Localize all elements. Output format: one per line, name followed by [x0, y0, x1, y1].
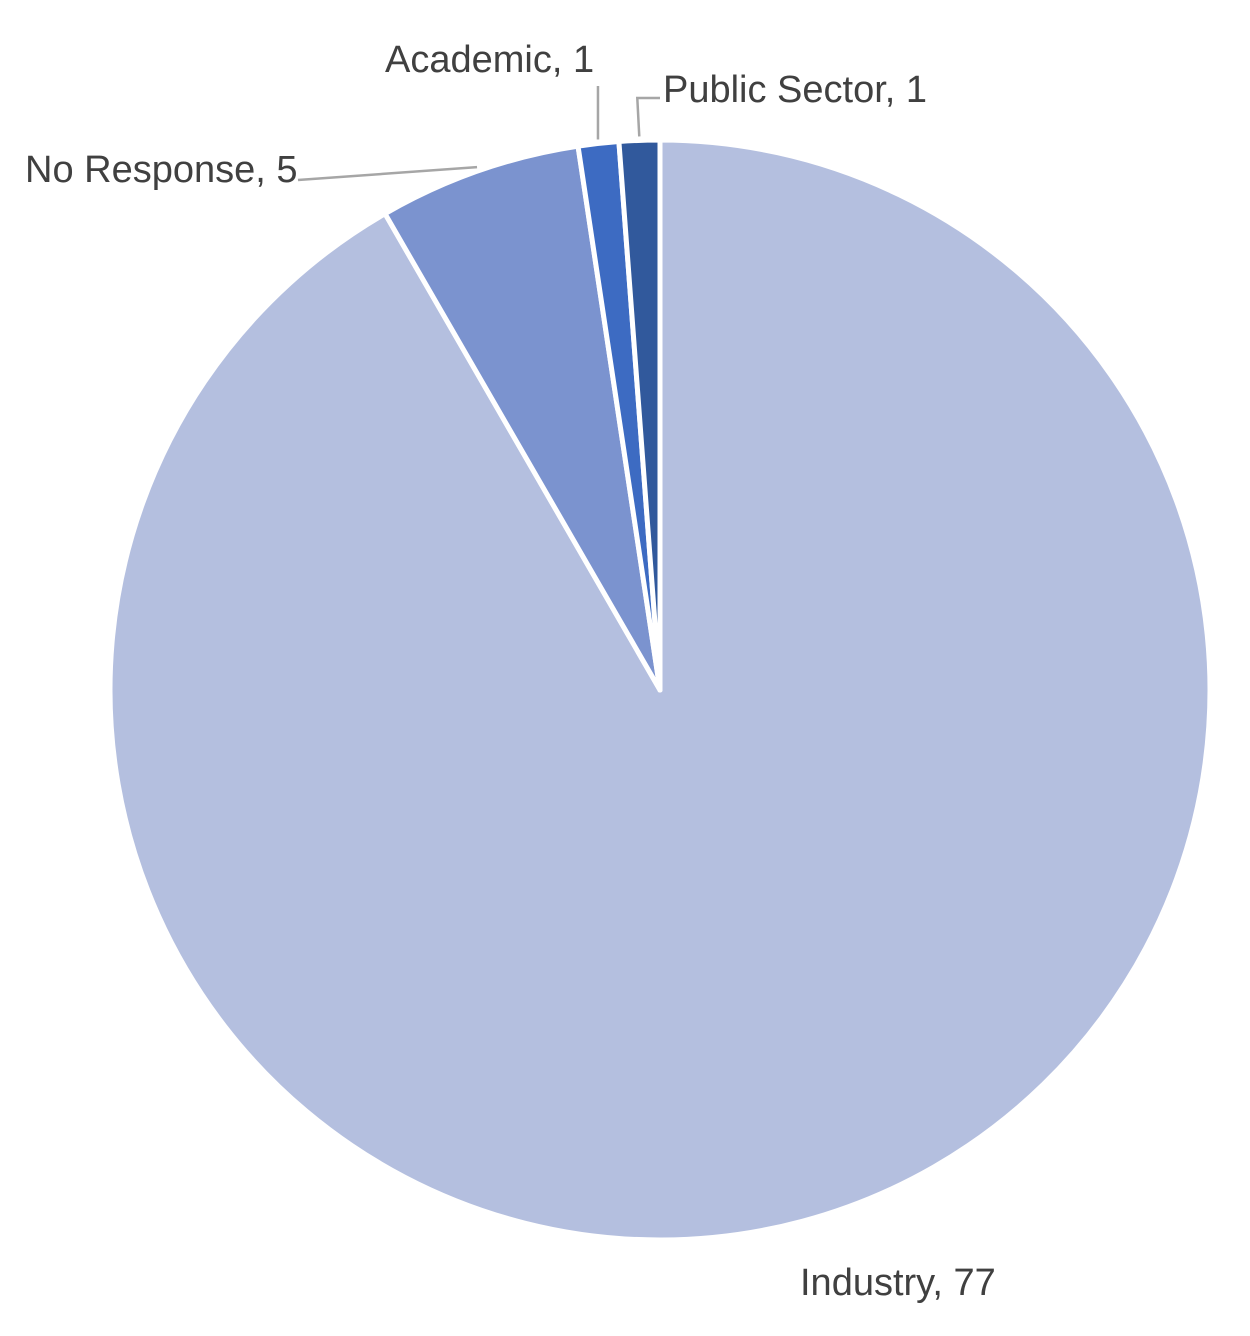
pie-slices — [107, 137, 1213, 1243]
pie-slice-public-sector — [616, 137, 663, 693]
data-label-academic: Academic, 1 — [385, 39, 594, 81]
data-label-no-response: No Response, 5 — [25, 149, 298, 191]
data-label-industry: Industry, 77 — [800, 1262, 996, 1304]
data-label-public-sector: Public Sector, 1 — [663, 69, 927, 111]
pie-slice-no-response — [382, 143, 663, 693]
leader-lines — [297, 86, 660, 182]
data-labels: Industry, 77 No Response, 5 Academic, 1 … — [25, 39, 996, 1304]
leader-line-public-sector — [635, 96, 660, 137]
leader-line-no-response — [297, 165, 478, 182]
